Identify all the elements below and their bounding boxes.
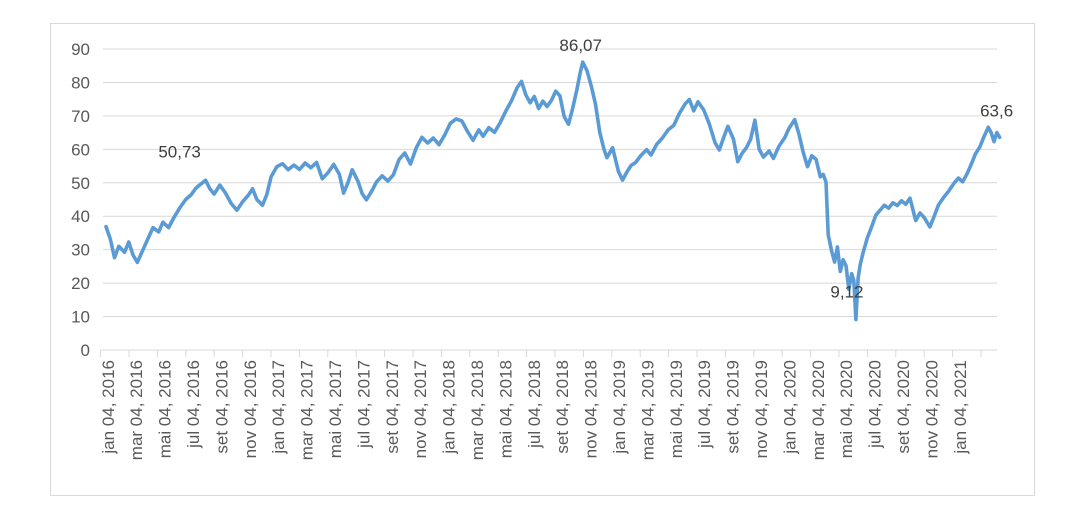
y-axis-tick-label: 20 bbox=[71, 274, 90, 293]
x-axis-tick-label: jan 04, 2020 bbox=[780, 360, 799, 455]
x-axis-tick-label: jan 04, 2021 bbox=[951, 360, 970, 455]
x-axis-tick-label: set 04, 2019 bbox=[724, 360, 743, 454]
x-axis-tick-label: jan 04, 2016 bbox=[99, 360, 118, 455]
x-axis-tick-label: jul 04, 2018 bbox=[525, 360, 544, 449]
x-axis-labels: jan 04, 2016 mar 04, 2016 mai 04, 2016 jul … bbox=[99, 360, 970, 460]
x-axis-tick-label: mai 04, 2018 bbox=[496, 360, 515, 458]
x-axis-tick-label: jan 04, 2018 bbox=[440, 360, 459, 455]
x-axis-tick-label: nov 04, 2019 bbox=[752, 360, 771, 458]
x-axis-tick-label: jul 04, 2020 bbox=[866, 360, 885, 449]
x-axis-tick-label: mar 04, 2017 bbox=[298, 360, 317, 460]
x-axis-tick-label: mai 04, 2019 bbox=[667, 360, 686, 458]
x-axis-tick-label: mar 04, 2019 bbox=[638, 360, 657, 460]
x-axis-tick-label: jan 04, 2017 bbox=[269, 360, 288, 455]
x-axis-tick-label: mar 04, 2018 bbox=[468, 360, 487, 460]
x-axis-tick-label: jul 04, 2017 bbox=[354, 360, 373, 449]
x-axis-tick-label: mai 04, 2020 bbox=[837, 360, 856, 458]
data-label: 86,07 bbox=[559, 36, 602, 55]
x-axis-tick-label: set 04, 2016 bbox=[212, 360, 231, 454]
x-axis-tick-label: jul 04, 2019 bbox=[695, 360, 714, 449]
y-axis-tick-label: 40 bbox=[71, 207, 90, 226]
y-axis-labels: 0 10 20 30 40 50 60 70 80 90 bbox=[71, 40, 90, 360]
y-axis-tick-label: 70 bbox=[71, 107, 90, 126]
data-labels: 50,73 86,07 9,12 63,6 bbox=[158, 36, 1013, 301]
y-axis-tick-label: 10 bbox=[71, 308, 90, 327]
x-axis-tick-label: mar 04, 2016 bbox=[127, 360, 146, 460]
y-axis-tick-label: 90 bbox=[71, 40, 90, 59]
x-axis-tick-label: mai 04, 2016 bbox=[156, 360, 175, 458]
axes bbox=[100, 349, 997, 357]
x-axis-tick-label: nov 04, 2016 bbox=[241, 360, 260, 458]
y-axis-tick-label: 30 bbox=[71, 241, 90, 260]
data-label: 9,12 bbox=[830, 282, 863, 301]
x-axis-tick-label: nov 04, 2018 bbox=[582, 360, 601, 458]
x-axis-tick-label: mai 04, 2017 bbox=[326, 360, 345, 458]
y-axis-tick-label: 80 bbox=[71, 73, 90, 92]
x-axis-tick-label: set 04, 2017 bbox=[383, 360, 402, 454]
x-axis-tick-label: nov 04, 2017 bbox=[411, 360, 430, 458]
data-label: 50,73 bbox=[158, 142, 201, 161]
x-axis-tick-label: jan 04, 2019 bbox=[610, 360, 629, 455]
y-axis-tick-label: 50 bbox=[71, 174, 90, 193]
series-lines bbox=[104, 60, 1002, 322]
x-axis-tick-label: nov 04, 2020 bbox=[922, 360, 941, 458]
x-axis-tick-label: set 04, 2020 bbox=[894, 360, 913, 454]
series-line bbox=[104, 60, 1002, 322]
gridlines bbox=[103, 48, 997, 318]
x-axis-tick-label: set 04, 2018 bbox=[553, 360, 572, 454]
x-axis-tick-label: jul 04, 2016 bbox=[184, 360, 203, 449]
data-label: 63,6 bbox=[980, 101, 1013, 120]
y-axis-tick-label: 0 bbox=[81, 341, 90, 360]
y-axis-tick-label: 60 bbox=[71, 140, 90, 159]
x-axis-tick-label: mar 04, 2020 bbox=[809, 360, 828, 460]
